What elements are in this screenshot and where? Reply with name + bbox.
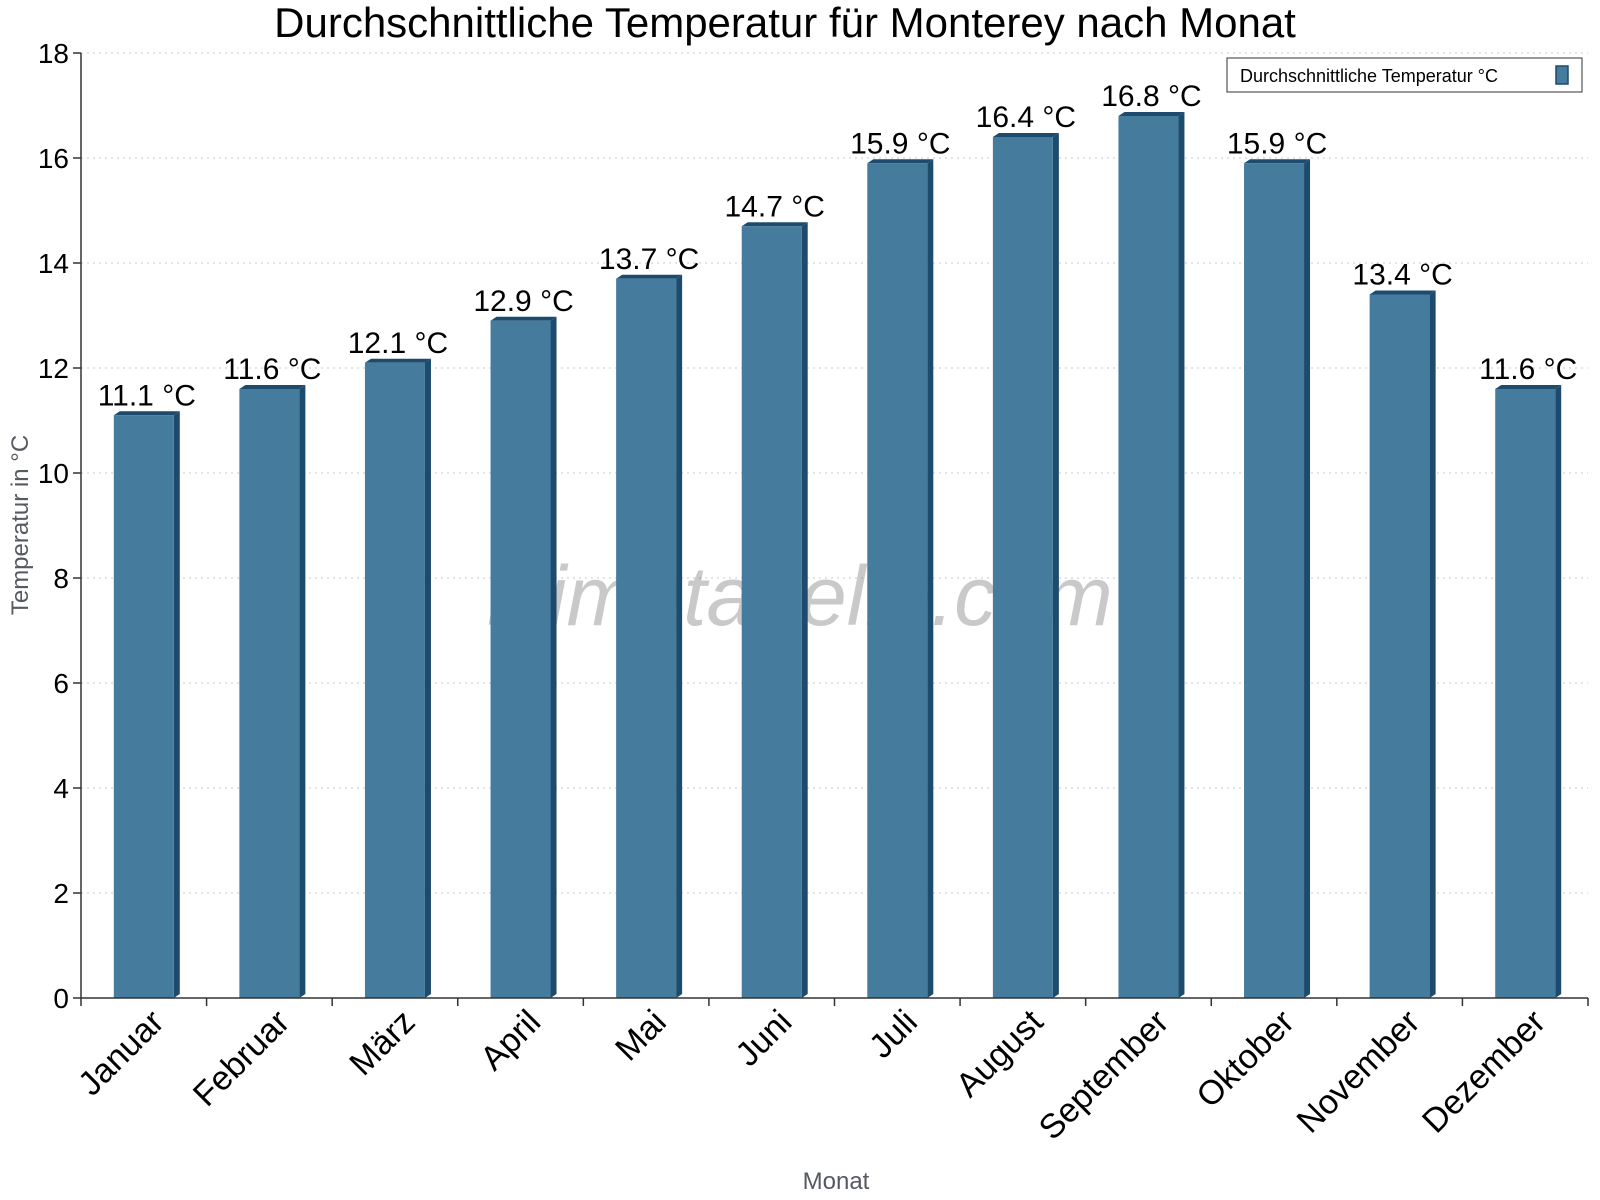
x-axis-ticks: Januar Februar März April Mai Juni Juli AugustS… (71, 998, 1589, 1147)
value-label-9: 16.8 °C (1101, 80, 1201, 113)
x-tick-label-6: Juni (728, 1003, 799, 1074)
x-tick-label-7: Juli (862, 1003, 925, 1066)
bar-side-2 (299, 385, 306, 998)
bar-top-3 (364, 358, 431, 363)
bar-9 (1118, 112, 1185, 998)
value-label-12: 11.6 °C (1479, 353, 1577, 386)
value-labels: 11.1 °C 11.6 °C 12.1 °C 12.9 °C 13.7 °C 14.7 … (98, 80, 1578, 412)
y-tick-label-9: 18 (38, 38, 69, 69)
x-tick-label-8: August (949, 1002, 1051, 1104)
legend-swatch (1555, 65, 1569, 85)
bars (113, 112, 1562, 998)
bar-11 (1369, 290, 1436, 998)
bar-4 (490, 316, 557, 998)
bar-face-12 (1495, 389, 1556, 998)
bar-8 (992, 133, 1059, 998)
bar-side-7 (927, 159, 934, 998)
chart-title: Durchschnittliche Temperatur für Montere… (274, 0, 1296, 46)
value-label-1: 11.1 °C (98, 379, 196, 412)
bar-top-5 (616, 274, 683, 279)
bar-top-7 (867, 159, 934, 164)
bar-3 (364, 358, 431, 998)
value-label-7: 15.9 °C (850, 127, 950, 160)
bar-top-11 (1369, 290, 1436, 295)
legend-box (1226, 57, 1583, 93)
bar-face-3 (364, 362, 425, 998)
bar-top-10 (1244, 159, 1311, 164)
x-tick-label-11: November (1290, 1003, 1428, 1141)
y-tick-label-6: 12 (38, 353, 69, 384)
bar-side-9 (1178, 112, 1185, 998)
bar-top-1 (113, 411, 180, 416)
y-tick-label-1: 2 (53, 878, 69, 909)
bar-7 (867, 159, 934, 998)
y-tick-label-2: 4 (53, 773, 69, 804)
x-tick-label-2: Februar (186, 1003, 297, 1114)
bar-side-11 (1429, 290, 1436, 998)
x-tick-label-4: April (473, 1003, 548, 1078)
value-label-8: 16.4 °C (976, 101, 1076, 134)
bar-5 (616, 274, 683, 998)
bar-top-6 (741, 222, 808, 227)
bar-side-5 (676, 274, 683, 998)
gridlines (81, 52, 1588, 894)
bar-2 (239, 385, 306, 998)
bar-face-5 (616, 278, 677, 998)
bar-face-8 (992, 137, 1053, 998)
bar-side-10 (1304, 159, 1311, 998)
bar-top-12 (1495, 385, 1562, 389)
value-label-5: 13.7 °C (599, 243, 699, 276)
x-tick-label-1: Januar (71, 1003, 171, 1103)
value-label-10: 15.9 °C (1227, 127, 1327, 160)
bar-face-11 (1369, 294, 1430, 998)
bar-face-7 (867, 163, 928, 998)
bar-side-6 (801, 222, 808, 998)
bar-face-9 (1118, 116, 1179, 998)
y-tick-label-0: 0 (53, 983, 69, 1014)
bar-face-10 (1244, 163, 1305, 998)
y-axis-ticks: 0 2 4 6 8 10 12 14 16 18 (38, 38, 81, 1014)
x-tick-label-12: Dezember (1415, 1003, 1553, 1141)
value-label-3: 12.1 °C (348, 327, 448, 360)
value-label-11: 13.4 °C (1352, 259, 1452, 292)
y-tick-label-3: 6 (53, 668, 69, 699)
legend: Durchschnittliche Temperatur °C (1226, 57, 1583, 93)
x-tick-label-10: Oktober (1189, 1003, 1301, 1115)
bar-face-4 (490, 320, 551, 998)
y-tick-label-5: 10 (38, 458, 69, 489)
bar-top-9 (1118, 112, 1185, 116)
x-tick-label-9: September (1032, 1003, 1176, 1147)
y-tick-label-7: 14 (38, 248, 69, 279)
x-tick-label-3: März (342, 1003, 422, 1083)
value-label-6: 14.7 °C (725, 190, 825, 223)
bar-top-4 (490, 316, 557, 321)
bar-top-2 (239, 385, 306, 389)
bar-12 (1495, 385, 1562, 998)
y-axis-label: Temperatur in °C (7, 435, 34, 615)
bar-face-2 (239, 389, 300, 998)
value-label-4: 12.9 °C (473, 285, 573, 318)
x-axis-label: Monat (803, 1168, 870, 1195)
bar-face-1 (113, 415, 174, 998)
bar-side-12 (1555, 385, 1562, 998)
bar-side-1 (173, 411, 180, 998)
bar-side-8 (1052, 133, 1059, 998)
bar-side-4 (550, 316, 557, 998)
bar-side-3 (424, 358, 431, 998)
bar-6 (741, 222, 808, 998)
x-tick-label-5: Mai (608, 1003, 674, 1069)
y-tick-label-4: 8 (53, 563, 69, 594)
bar-1 (113, 411, 180, 998)
bar-face-6 (741, 226, 802, 998)
value-label-2: 11.6 °C (223, 353, 321, 386)
legend-entry-label: Durchschnittliche Temperatur °C (1240, 66, 1498, 86)
bar-top-8 (992, 133, 1059, 137)
bar-10 (1244, 159, 1311, 998)
y-tick-label-8: 16 (38, 143, 69, 174)
